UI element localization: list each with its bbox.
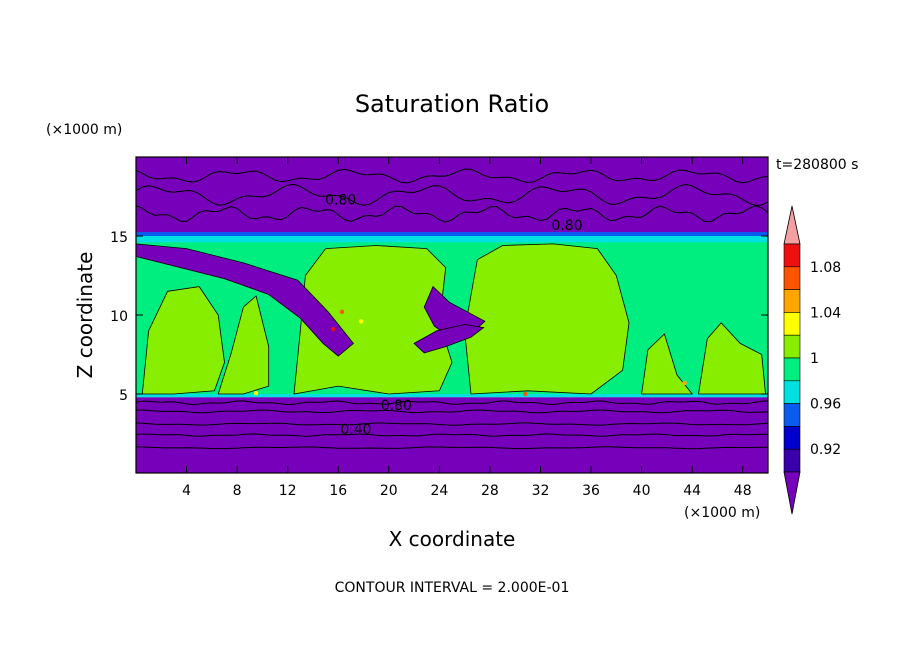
chart-title: Saturation Ratio (355, 90, 549, 118)
x-tick-label-8: 36 (582, 483, 600, 499)
layer-upper-dry (136, 157, 768, 240)
colorbar-label-3: 1.04 (810, 305, 841, 321)
high-saturation-spot-2 (330, 327, 336, 332)
contour-label-1: 0.80 (551, 218, 582, 234)
x-tick-label-6: 28 (481, 483, 499, 499)
supersat-region-0 (293, 245, 453, 395)
colorbar-segment-1 (783, 266, 801, 290)
cloud-base-band (136, 394, 768, 398)
contour-label-3: 0.40 (340, 422, 371, 438)
plot-area (136, 157, 768, 473)
colorbar-segment-9 (783, 448, 801, 473)
y-tick-label-1: 10 (110, 309, 128, 325)
x-tick-label-1: 8 (233, 483, 242, 499)
x-axis-ticks: 4 8 12 16 20 24 28 32 36 40 44 48 (182, 157, 752, 499)
colorbar-segment-5 (783, 357, 801, 382)
high-saturation-spot-5 (253, 391, 259, 396)
contour-line-6 (136, 205, 768, 223)
colorbar-bottom-extension (783, 471, 801, 515)
x-tick-label-11: 48 (734, 483, 752, 499)
contour-interval-note: CONTOUR INTERVAL = 2.000E-01 (335, 580, 570, 596)
y-axis-label: Z coordinate (73, 252, 97, 379)
y-tick-label-2: 15 (110, 230, 128, 246)
x-tick-label-7: 32 (532, 483, 550, 499)
x-tick-label-0: 4 (182, 483, 191, 499)
contour-line-5 (136, 183, 768, 206)
contour-line-4 (136, 446, 768, 450)
x-tick-label-5: 24 (430, 483, 448, 499)
contour-label-2: 0.80 (381, 398, 412, 414)
colorbar-segment-4 (783, 334, 801, 359)
x-tick-label-3: 16 (329, 483, 347, 499)
dry-intrusion-0 (136, 243, 354, 357)
colorbar-top-extension (783, 205, 801, 245)
x-tick-label-4: 20 (380, 483, 398, 499)
high-saturation-spot-1 (358, 319, 364, 324)
colorbar-segment-0 (783, 243, 801, 268)
high-saturation-spot-3 (523, 391, 528, 397)
colorbar-segment-3 (783, 312, 801, 336)
colorbar-label-2: 1 (810, 351, 819, 367)
high-saturation-spot-0 (339, 309, 345, 315)
colorbar-segment-8 (783, 426, 801, 450)
x-tick-label-10: 44 (683, 483, 701, 499)
colorbar-segment-2 (783, 289, 801, 313)
contour-line-1 (136, 409, 768, 414)
cloud-top-blue-band (136, 232, 768, 236)
colorbar-label-4: 1.08 (810, 260, 841, 276)
contour-line-2 (136, 422, 768, 426)
contour-line-3 (136, 433, 768, 437)
x-unit-label: (×1000 m) (684, 505, 760, 521)
colorbar-label-1: 0.96 (810, 397, 841, 413)
y-unit-label: (×1000 m) (46, 122, 122, 138)
y-axis-ticks: 5 10 15 (110, 230, 768, 404)
y-tick-label-0: 5 (119, 388, 128, 404)
x-tick-label-9: 40 (633, 483, 651, 499)
dry-intrusion-2 (413, 324, 485, 354)
contour-labels: 0.80 0.80 0.80 0.40 (325, 193, 582, 438)
contour-label-0: 0.80 (325, 193, 356, 209)
high-saturation-spot-4 (682, 380, 687, 386)
cloud-top-band (136, 232, 768, 243)
contour-lines (136, 168, 768, 450)
supersat-region-4 (641, 333, 694, 395)
supersat-region-3 (217, 295, 270, 395)
supersat-region-2 (141, 286, 225, 395)
colorbar: 0.92 0.96 1 1.04 1.08 (783, 205, 841, 515)
colorbar-label-0: 0.92 (810, 442, 841, 458)
contour-line-0 (136, 400, 768, 406)
supersat-region-1 (464, 243, 630, 395)
colorbar-segment-7 (783, 403, 801, 427)
contour-line-7 (136, 168, 768, 184)
time-label: t=280800 s (776, 157, 858, 173)
colorbar-segment-6 (783, 380, 801, 404)
x-axis-label: X coordinate (389, 527, 516, 551)
x-tick-label-2: 12 (279, 483, 297, 499)
